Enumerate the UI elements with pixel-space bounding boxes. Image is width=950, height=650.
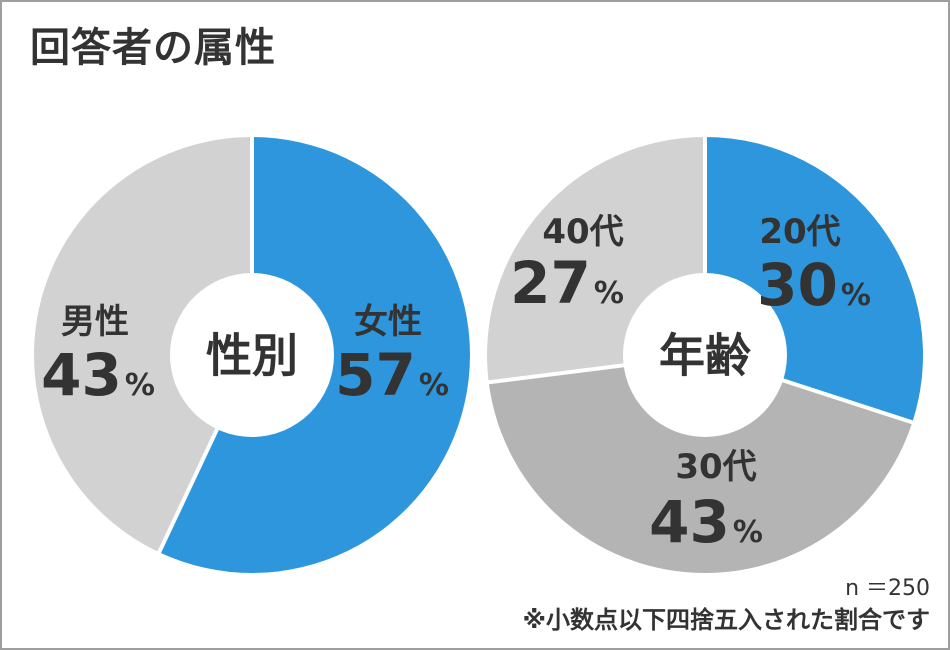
- age-slice-1-value-label: 43%: [649, 488, 763, 556]
- age-slice-2-value: 27: [510, 249, 591, 317]
- age-slice-1-unit: %: [733, 515, 763, 550]
- sample-size-note: n ＝250: [845, 576, 930, 601]
- chart-title: 回答者の属性: [30, 25, 276, 71]
- gender-slice-1-value-label: 43%: [41, 341, 155, 409]
- age-slice-0-value: 30: [757, 251, 838, 319]
- age-slice-0-unit: %: [841, 278, 871, 313]
- age-center-label: 年齢: [659, 329, 751, 383]
- age-slice-2-unit: %: [594, 276, 624, 311]
- gender-slice-1-value: 43: [41, 341, 122, 409]
- gender-slice-1: [34, 137, 253, 553]
- rounding-note: ※小数点以下四捨五入された割合です: [522, 606, 930, 634]
- age-slice-2-value-label: 27%: [510, 249, 624, 317]
- gender-slice-1-unit: %: [125, 368, 155, 403]
- age-slice-0-label: 20代: [759, 212, 840, 252]
- gender-slice-0-value-label: 57%: [335, 341, 449, 409]
- age-slice-0-value-label: 30%: [757, 251, 871, 319]
- age-slice-1-value: 43: [649, 488, 730, 556]
- gender-slice-0-value: 57: [335, 341, 416, 409]
- gender-donut-hole: [170, 273, 334, 437]
- age-slice-2-label: 40代: [542, 212, 623, 252]
- gender-center-label: 性別: [206, 329, 298, 383]
- age-slice-1-label: 30代: [675, 447, 756, 487]
- gender-slice-1-label: 男性: [61, 302, 129, 342]
- gender-slice-0-label: 女性: [354, 302, 422, 342]
- gender-slice-0-unit: %: [419, 368, 449, 403]
- age-donut-hole: [623, 273, 787, 437]
- age-slice-1: [488, 355, 913, 573]
